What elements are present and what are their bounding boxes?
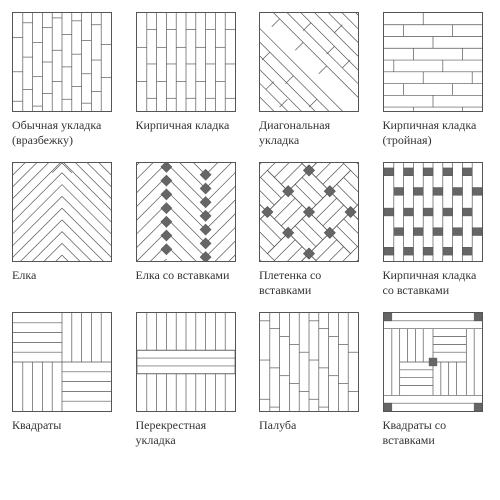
pattern-regular: Обычная укладка (вразбежку) <box>12 12 118 148</box>
pattern-deck: Палуба <box>259 312 365 448</box>
swatch-brick <box>136 12 236 112</box>
pattern-label: Обычная укладка (вразбежку) <box>12 118 118 148</box>
swatch-diagonal <box>259 12 359 112</box>
swatch-deck <box>259 312 359 412</box>
pattern-diagonal: Диагональная укладка <box>259 12 365 148</box>
pattern-brick-inserts: Кирпичная кладка со вставками <box>383 162 489 298</box>
pattern-basketweave-inserts: Плетенка со вставками <box>259 162 365 298</box>
pattern-cross: Перекрестная укладка <box>136 312 242 448</box>
pattern-brick-triple: Кирпичная кладка (тройная) <box>383 12 489 148</box>
pattern-label: Квадраты со вставками <box>383 418 489 448</box>
swatch-squares <box>12 312 112 412</box>
pattern-squares-inserts: Квадраты со вставками <box>383 312 489 448</box>
pattern-label: Елка <box>12 268 36 298</box>
swatch-herringbone <box>12 162 112 262</box>
swatch-cross <box>136 312 236 412</box>
pattern-label: Кирпичная кладка (тройная) <box>383 118 489 148</box>
pattern-brick: Кирпичная кладка <box>136 12 242 148</box>
pattern-label: Кирпичная кладка со вставками <box>383 268 489 298</box>
pattern-label: Палуба <box>259 418 296 448</box>
pattern-herringbone-inserts: Елка со вставками <box>136 162 242 298</box>
pattern-label: Елка со вставками <box>136 268 230 298</box>
swatch-squares-inserts <box>383 312 483 412</box>
pattern-label: Плетенка со вставками <box>259 268 365 298</box>
swatch-herringbone-inserts <box>136 162 236 262</box>
pattern-label: Перекрестная укладка <box>136 418 242 448</box>
pattern-squares: Квадраты <box>12 312 118 448</box>
swatch-basketweave-inserts <box>259 162 359 262</box>
pattern-herringbone: Елка <box>12 162 118 298</box>
pattern-label: Кирпичная кладка <box>136 118 230 148</box>
pattern-label: Квадраты <box>12 418 61 448</box>
swatch-regular <box>12 12 112 112</box>
swatch-brick-inserts <box>383 162 483 262</box>
pattern-label: Диагональная укладка <box>259 118 365 148</box>
swatch-brick-triple <box>383 12 483 112</box>
pattern-grid: Обычная укладка (вразбежку) <box>12 12 488 448</box>
